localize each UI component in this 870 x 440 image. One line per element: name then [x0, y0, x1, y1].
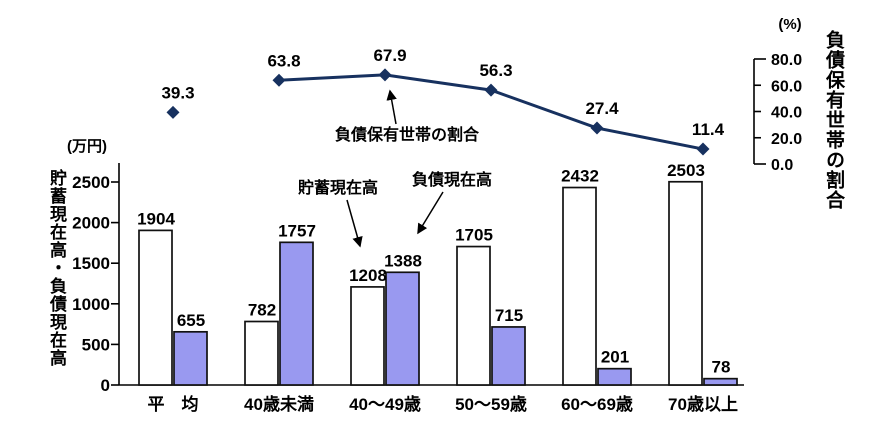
debt-bar	[703, 377, 738, 386]
category-label: 平 均	[148, 394, 199, 414]
debt-bar	[279, 241, 314, 386]
line-point-label: 67.9	[373, 46, 406, 65]
annotation-arrow	[386, 89, 397, 125]
category-label: 40〜49歳	[349, 394, 421, 414]
savings-value-label: 782	[248, 301, 276, 320]
savings-bar	[562, 186, 597, 386]
category-label: 60〜69歳	[561, 394, 633, 414]
savings-value-label: 1904	[137, 209, 175, 228]
line-point-marker	[378, 68, 392, 82]
right-axis-unit-label: (%)	[778, 16, 801, 33]
line-point-label: 56.3	[479, 61, 512, 80]
line-point-label: 39.3	[161, 83, 194, 102]
left-axis-tick-label: 2000	[72, 214, 110, 233]
savings-bar	[668, 180, 703, 386]
annotation-label: 負債現在高	[412, 170, 492, 189]
debt-value-label: 655	[177, 311, 205, 330]
annotation-arrow	[346, 199, 363, 248]
right-axis-tick-label: 80.0	[771, 52, 802, 69]
debt-value-label: 715	[495, 306, 523, 325]
savings-value-label: 1705	[455, 226, 493, 245]
line-point-label: 63.8	[267, 51, 300, 70]
debt-bar	[491, 326, 526, 386]
line-point-label: 11.4	[692, 120, 725, 139]
right-axis-tick-label: 20.0	[771, 131, 802, 148]
line-point-marker	[166, 105, 180, 119]
left-axis-unit-label: (万円)	[67, 138, 107, 155]
line-point-label: 27.4	[585, 99, 619, 118]
savings-bar	[350, 286, 385, 386]
debt-bar	[385, 271, 420, 386]
left-axis-tick-label: 0	[101, 376, 110, 395]
right-axis-tick-label: 60.0	[771, 78, 802, 95]
line-point-marker	[272, 73, 286, 87]
right-axis-tick-label: 0.0	[771, 157, 793, 174]
savings-bar	[244, 320, 279, 386]
left-axis-tick-label: 1500	[72, 254, 110, 273]
category-label: 50〜59歳	[455, 394, 527, 414]
category-label: 70歳以上	[668, 394, 738, 414]
debt-value-label: 78	[712, 358, 731, 377]
line-point-marker	[484, 83, 498, 97]
left-axis-title: 貯蓄現在高・負債現在高	[47, 169, 66, 367]
right-axis-title: 負債保有世帯の割合	[823, 30, 844, 210]
annotation-label: 負債保有世帯の割合	[335, 125, 480, 144]
annotation-label: 貯蓄現在高	[298, 178, 378, 197]
debt-value-label: 1388	[384, 251, 422, 270]
right-axis-tick-label: 40.0	[771, 105, 802, 122]
savings-value-label: 2432	[561, 167, 599, 186]
savings-value-label: 1208	[349, 266, 387, 285]
debt-value-label: 201	[601, 348, 629, 367]
annotation-arrow	[417, 191, 444, 235]
debt-bar	[173, 330, 208, 386]
left-axis-tick-label: 500	[82, 335, 110, 354]
line-point-marker	[590, 121, 604, 135]
line-point-marker	[696, 142, 710, 156]
debt-value-label: 1757	[278, 221, 316, 240]
category-label: 40歳未満	[244, 394, 314, 414]
debt-bar	[597, 367, 632, 386]
savings-bar	[456, 245, 491, 386]
left-axis-tick-label: 1000	[72, 295, 110, 314]
savings-value-label: 2503	[667, 161, 705, 180]
left-axis-tick-label: 2500	[72, 173, 110, 192]
savings-bar	[138, 229, 173, 386]
